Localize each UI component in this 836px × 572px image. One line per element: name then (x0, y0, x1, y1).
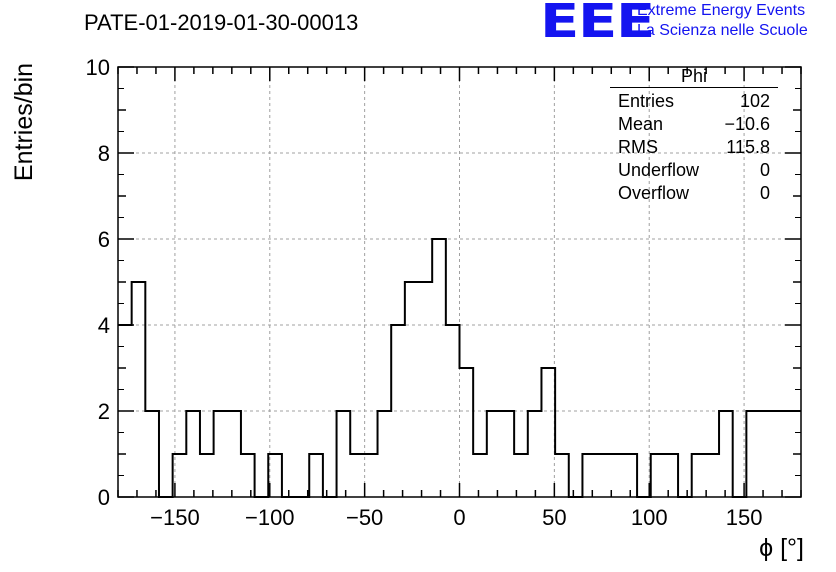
histogram-bin (186, 411, 200, 497)
x-tick-label: 150 (726, 505, 763, 530)
histogram-bin (337, 411, 351, 497)
histogram-bin (500, 411, 514, 497)
y-tick-label: 10 (86, 55, 110, 80)
histogram-bin (227, 411, 241, 497)
stats-row-rms: RMS 115.8 (610, 136, 778, 159)
histogram-bin (705, 454, 719, 497)
stats-row-mean: Mean −10.6 (610, 113, 778, 136)
stats-row-overflow: Overflow 0 (610, 182, 778, 205)
x-tick-label: 50 (542, 505, 566, 530)
histogram-bin (214, 411, 228, 497)
stats-title: Phi (610, 66, 778, 88)
histogram-bin (132, 282, 146, 497)
histogram-bin (364, 454, 378, 497)
y-tick-label: 0 (98, 485, 110, 510)
histogram-bin (692, 454, 706, 497)
histogram-bin (719, 411, 733, 497)
histogram-bin (651, 454, 665, 497)
x-axis-label: ϕ [°] (759, 534, 804, 562)
stats-row-underflow: Underflow 0 (610, 159, 778, 182)
x-tick-label: 0 (453, 505, 465, 530)
histogram-bin (774, 411, 788, 497)
stats-label: Mean (618, 114, 664, 134)
histogram-bin (405, 282, 419, 497)
histogram-bin (460, 368, 474, 497)
histogram-bin (555, 454, 569, 497)
y-tick-label: 2 (98, 399, 110, 424)
histogram-bin (760, 411, 774, 497)
histogram-bin (432, 239, 446, 497)
stats-label: Entries (618, 91, 675, 111)
histogram-bin (528, 411, 542, 497)
y-tick-label: 4 (98, 313, 110, 338)
y-tick-label: 6 (98, 227, 110, 252)
histogram-bin (200, 454, 214, 497)
histogram-bin (378, 411, 392, 497)
histogram-outline (118, 238, 801, 498)
stats-rows: Entries 102 Mean −10.6 RMS 115.8 Underflow 0 Ove… (610, 90, 778, 205)
stats-value: −10.6 (724, 114, 770, 134)
x-tick-label: −50 (346, 505, 383, 530)
stats-value: 0 (759, 160, 770, 180)
histogram-bin (664, 454, 678, 497)
histogram-bin (241, 454, 255, 497)
ticks (117, 66, 802, 498)
logo-line1: Extreme Energy Events (637, 2, 806, 19)
y-tick-label: 8 (98, 141, 110, 166)
stats-label: Overflow (618, 183, 690, 203)
histogram-bin (487, 411, 501, 497)
stats-box: Phi Entries 102 Mean −10.6 RMS 115.8 Underflow… (610, 66, 778, 205)
x-tick-label: 100 (631, 505, 668, 530)
page-title: PATE-01-2019-01-30-00013 (84, 10, 359, 35)
histogram-bin (473, 454, 487, 497)
histogram-bin (746, 411, 760, 497)
histogram-bin (419, 282, 433, 497)
histogram-bars (118, 238, 801, 498)
histogram-bin (145, 411, 159, 497)
stats-label: RMS (618, 137, 658, 157)
histogram-bin (541, 368, 555, 497)
stats-value: 102 (739, 91, 770, 111)
x-tick-label: −100 (245, 505, 295, 530)
stats-value: 0 (759, 183, 770, 203)
stats-row-entries: Entries 102 (610, 90, 778, 113)
x-tick-label: −150 (150, 505, 200, 530)
histogram-bin (350, 454, 364, 497)
logo-line2: La Scienza nelle Scuole (637, 22, 808, 39)
eee-logo: EEE Extreme Energy Events La Scienza nel… (540, 0, 830, 48)
histogram-bin (596, 454, 610, 497)
histogram-bin (582, 454, 596, 497)
stats-value: 115.8 (726, 137, 770, 157)
histogram-bin (309, 454, 323, 497)
tick-labels: −150 −100 −50 0 50 100 150 0 2 4 6 8 10 (86, 55, 763, 530)
stats-label: Underflow (618, 160, 700, 180)
logo-mark: EEE (540, 0, 655, 48)
histogram-bin (446, 325, 460, 497)
